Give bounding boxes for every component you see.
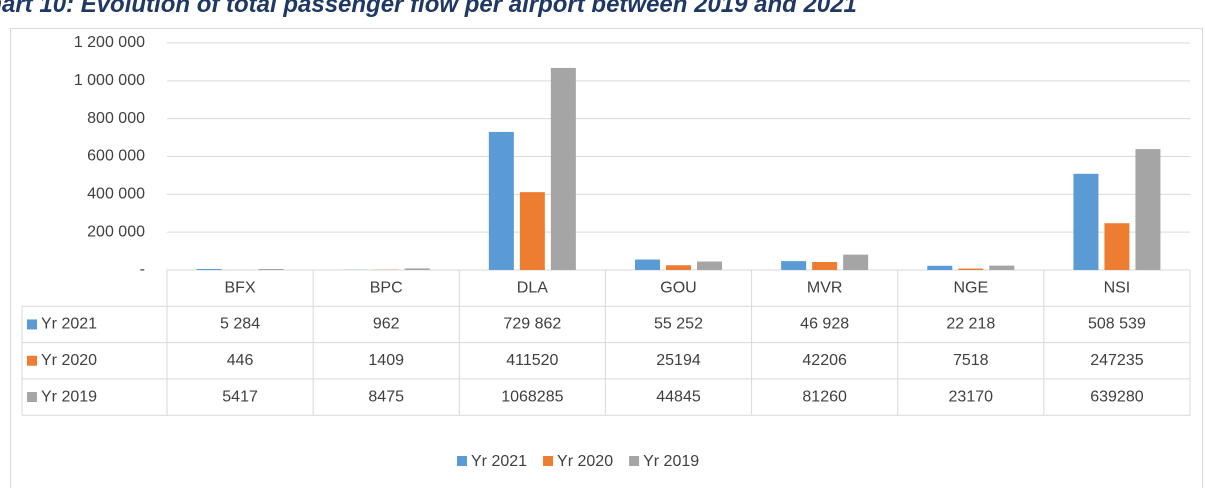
legend-swatch <box>543 456 554 466</box>
bar <box>697 261 722 270</box>
table-cell: 1409 <box>368 352 404 369</box>
table-cell: 639280 <box>1090 388 1143 405</box>
legend-label: Yr 2020 <box>557 453 613 470</box>
legend-swatch <box>27 355 37 366</box>
table-cell: 729 862 <box>503 316 561 333</box>
bar <box>989 265 1015 270</box>
legend-swatch <box>27 319 37 330</box>
table-cell: 55 252 <box>654 316 703 333</box>
table-cell: 23170 <box>949 388 994 405</box>
table-cell: 7518 <box>953 352 989 369</box>
table-cell: 81260 <box>802 388 847 405</box>
x-tick-label: DLA <box>517 279 548 296</box>
bar <box>196 269 222 270</box>
chart-title: Chart 10: Evolution of total passenger f… <box>0 0 857 18</box>
y-tick-label: - <box>140 261 145 278</box>
legend-swatch <box>457 456 467 466</box>
bar <box>635 259 660 270</box>
x-tick-label: BFX <box>225 279 256 296</box>
bar <box>519 192 545 270</box>
table-row-label: Yr 2020 <box>41 352 97 369</box>
table-cell: 5417 <box>222 388 258 405</box>
legend-swatch <box>27 392 37 403</box>
bar <box>1135 149 1161 270</box>
y-tick-label: 1 000 000 <box>74 72 145 89</box>
table-cell: 508 539 <box>1088 316 1146 333</box>
bar <box>843 254 869 270</box>
bar <box>488 131 514 270</box>
y-tick-label: 600 000 <box>87 148 145 165</box>
legend-label: Yr 2021 <box>471 453 527 470</box>
table-cell: 446 <box>227 352 254 369</box>
table-row-label: Yr 2021 <box>41 316 97 333</box>
legend-swatch <box>629 456 640 466</box>
chart-frame <box>10 28 1203 488</box>
x-tick-label: MVR <box>807 279 843 296</box>
table-row-label: Yr 2019 <box>41 388 97 405</box>
table-cell: 411520 <box>506 352 558 369</box>
y-tick-label: 800 000 <box>87 110 145 127</box>
bar <box>927 265 953 270</box>
x-tick-label: NSI <box>1104 279 1131 296</box>
table-cell: 42206 <box>802 352 847 369</box>
legend-label: Yr 2019 <box>643 453 699 470</box>
y-tick-label: 400 000 <box>87 186 145 203</box>
table-cell: 1068285 <box>501 388 563 405</box>
x-tick-label: GOU <box>660 279 696 296</box>
table-cell: 8475 <box>368 388 404 405</box>
y-tick-label: 200 000 <box>87 223 145 240</box>
bar <box>1073 173 1099 270</box>
table-cell: 962 <box>373 316 400 333</box>
bar <box>812 262 838 270</box>
table-cell: 44845 <box>656 388 701 405</box>
bar <box>258 268 284 270</box>
bar <box>1104 223 1130 270</box>
x-tick-label: BPC <box>370 279 403 296</box>
x-tick-label: NGE <box>953 279 988 296</box>
bar <box>404 268 430 270</box>
table-cell: 5 284 <box>220 316 260 333</box>
table-cell: 25194 <box>656 352 701 369</box>
table-cell: 22 218 <box>946 316 995 333</box>
bar <box>781 261 807 270</box>
y-tick-label: 1 200 000 <box>74 34 145 51</box>
bar <box>666 265 691 270</box>
bar <box>958 268 984 270</box>
table-cell: 46 928 <box>800 316 849 333</box>
bar <box>550 67 576 271</box>
table-cell: 247235 <box>1090 352 1143 369</box>
